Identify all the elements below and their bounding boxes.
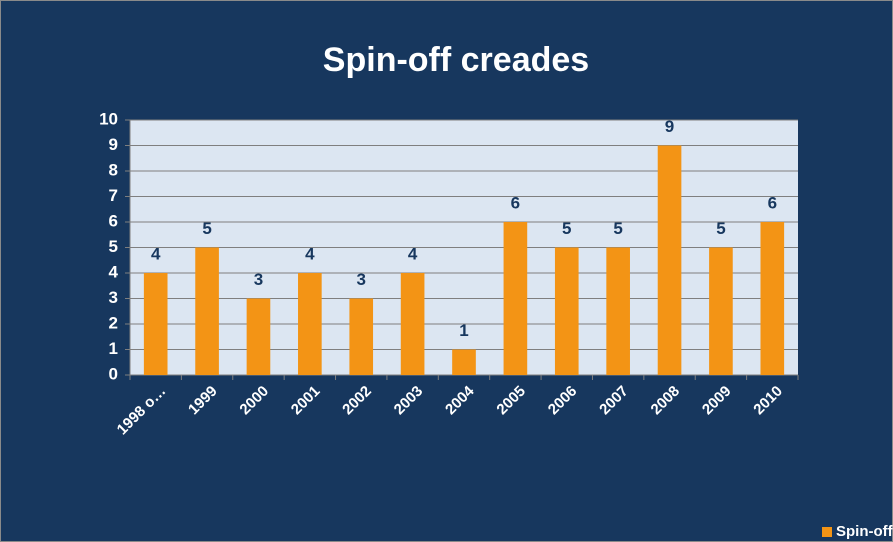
bar (657, 145, 682, 375)
legend-label: Spin-off creades (836, 523, 893, 540)
bar (195, 247, 219, 375)
y-tick-label: 3 (109, 288, 118, 307)
bar (143, 273, 168, 375)
y-tick-label: 9 (109, 135, 118, 154)
bar (760, 222, 785, 375)
bar (298, 273, 322, 375)
data-label: 5 (202, 219, 211, 238)
y-tick-label: 8 (109, 160, 118, 179)
bar (606, 247, 630, 375)
legend-swatch (822, 527, 832, 537)
data-label: 4 (305, 244, 315, 263)
data-label: 3 (254, 270, 263, 289)
y-tick-label: 10 (99, 109, 118, 128)
data-label: 4 (151, 244, 161, 263)
bar (709, 247, 733, 375)
bar (246, 298, 271, 375)
data-label: 5 (716, 219, 725, 238)
y-tick-label: 5 (109, 237, 118, 256)
bar (554, 247, 579, 375)
y-tick-label: 0 (109, 364, 118, 383)
bar (452, 349, 476, 375)
y-tick-label: 6 (109, 211, 118, 230)
bar (503, 222, 528, 375)
data-label: 5 (613, 219, 622, 238)
data-label: 3 (356, 270, 365, 289)
data-label: 5 (562, 219, 571, 238)
data-label: 4 (408, 244, 418, 263)
y-tick-label: 7 (109, 186, 118, 205)
data-label: 6 (511, 193, 520, 212)
data-label: 1 (459, 321, 468, 340)
bar (400, 273, 425, 375)
bar (349, 298, 374, 375)
y-tick-label: 1 (109, 339, 118, 358)
y-tick-label: 2 (109, 313, 118, 332)
data-label: 6 (768, 193, 777, 212)
data-label: 9 (665, 117, 674, 136)
y-tick-label: 4 (109, 262, 119, 281)
chart-title: Spin-off creades (323, 41, 589, 79)
